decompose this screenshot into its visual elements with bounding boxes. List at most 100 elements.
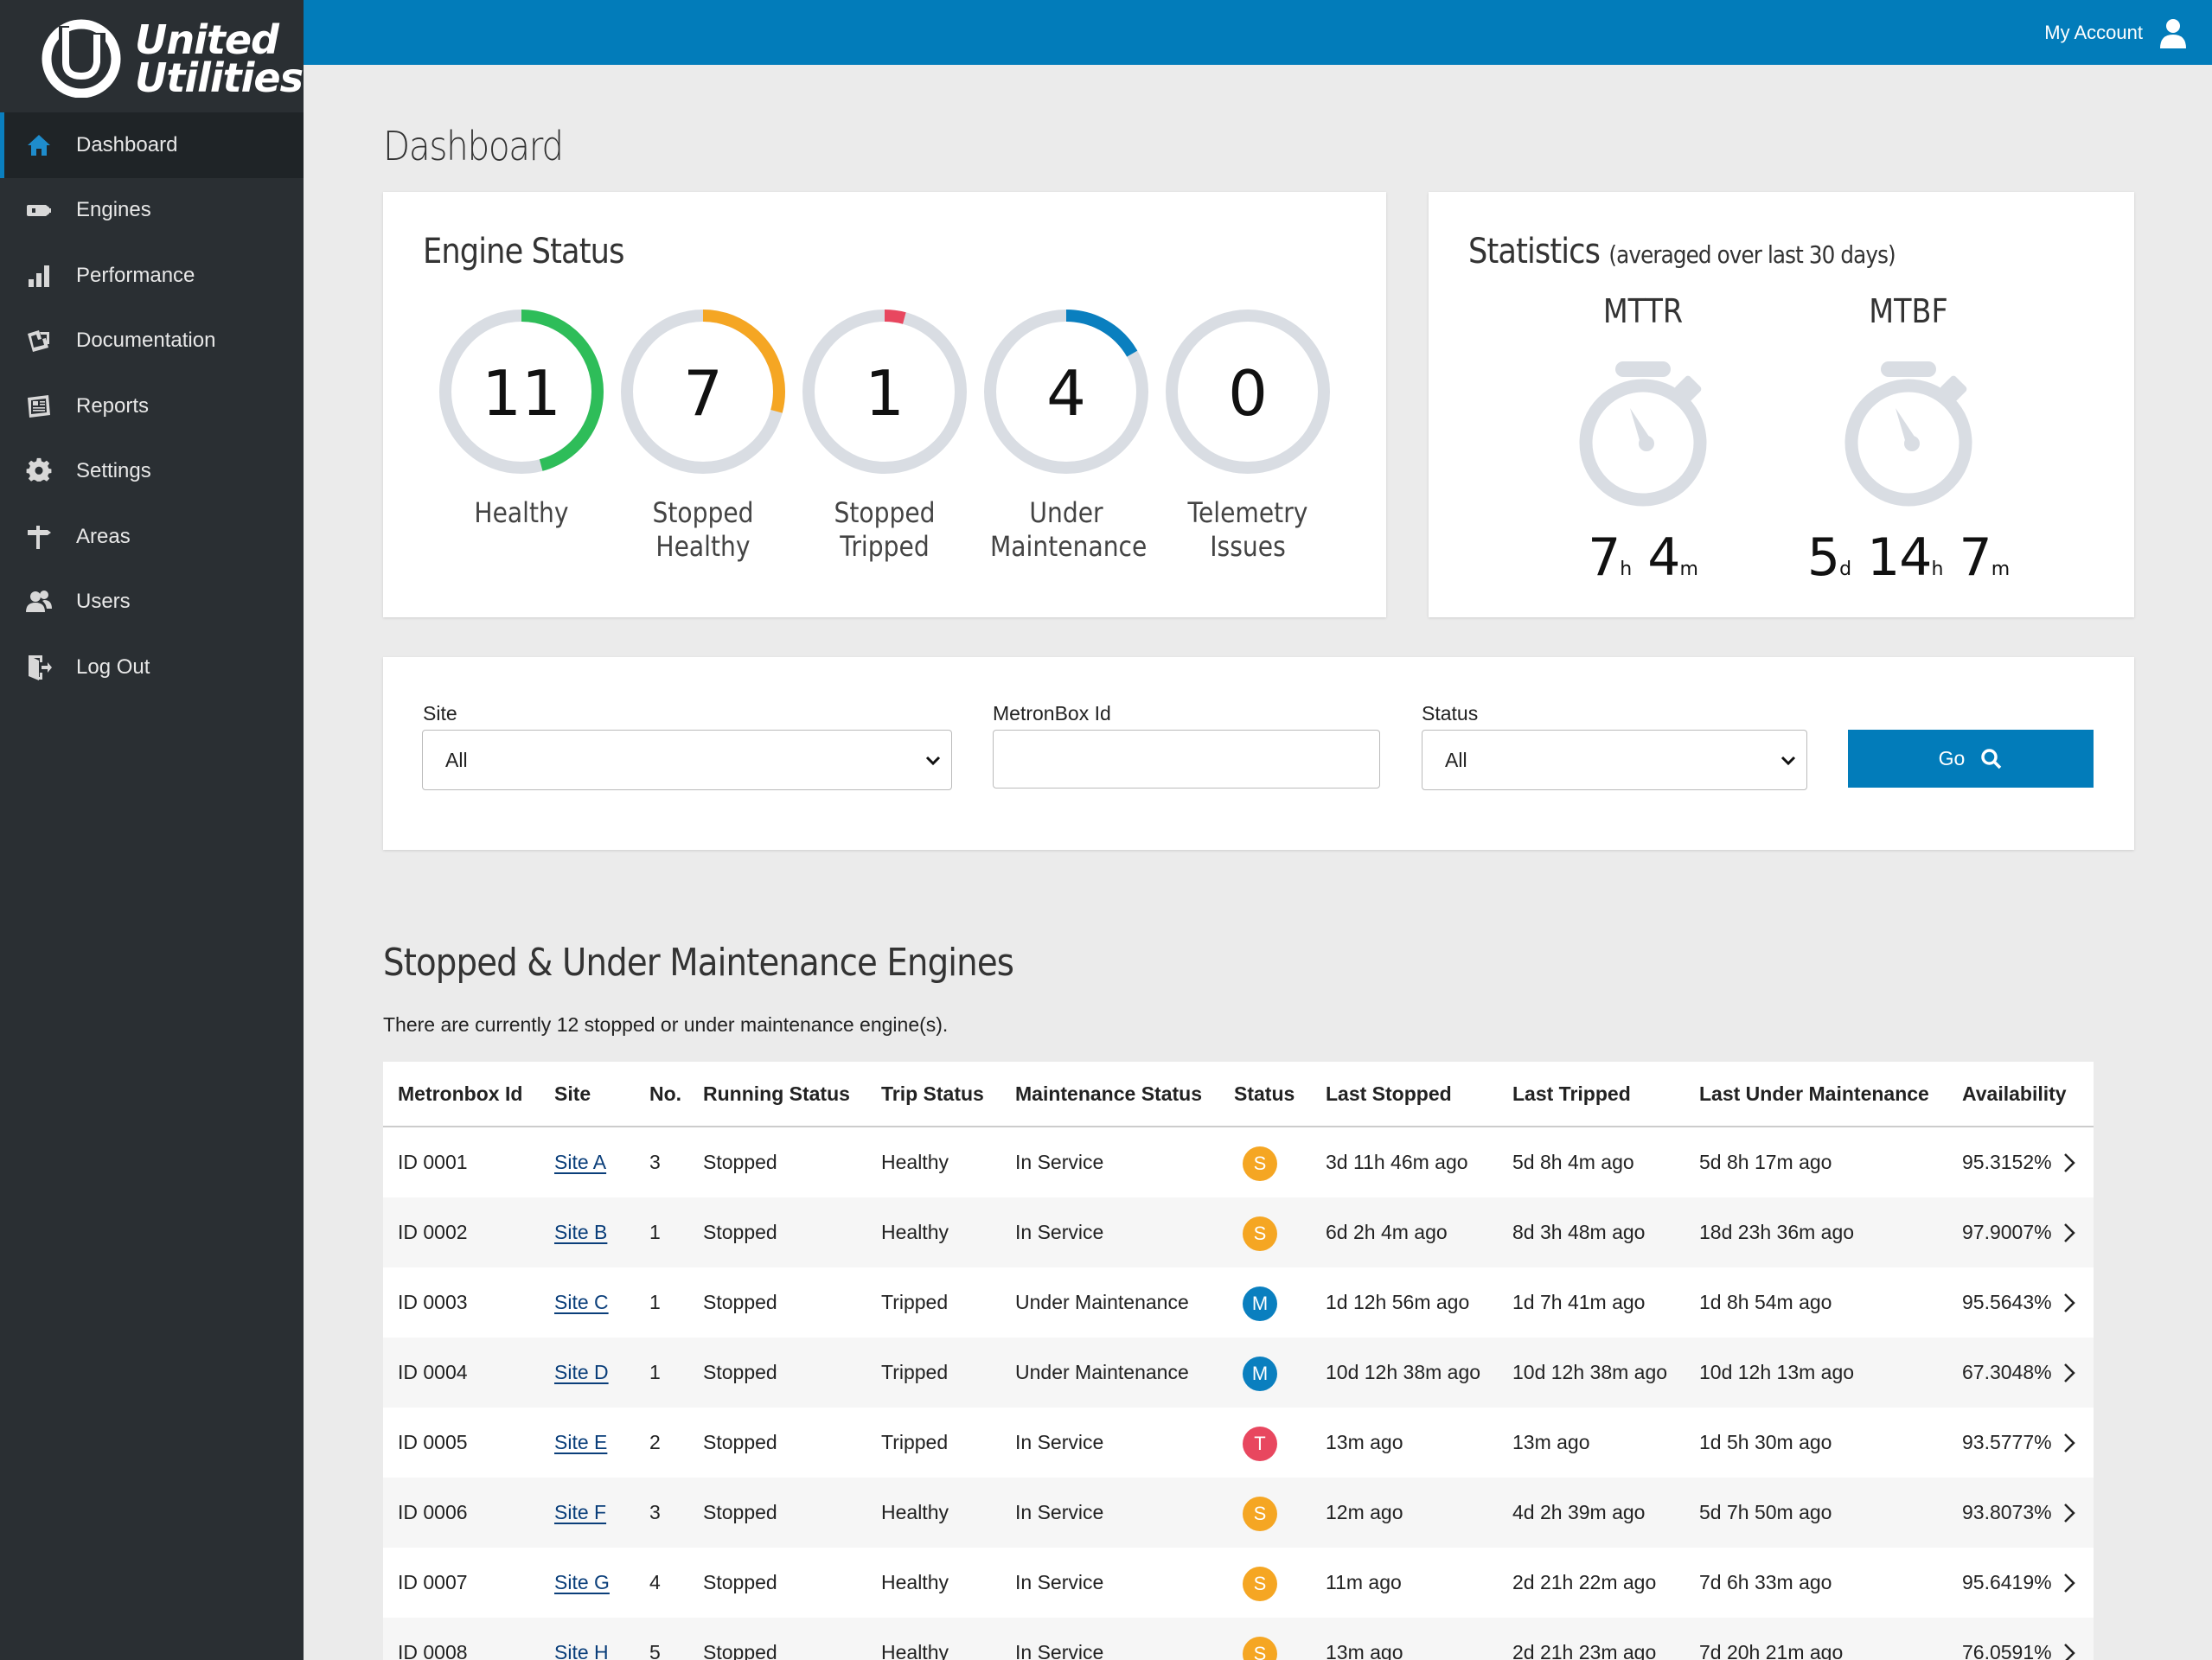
gauge-label-line1: Under: [1029, 496, 1103, 529]
column-header[interactable]: Site: [554, 1082, 591, 1105]
page-title: Dashboard: [383, 123, 564, 169]
site-link[interactable]: Site G: [554, 1571, 610, 1593]
column-header[interactable]: Last Under Maintenance: [1699, 1082, 1929, 1105]
table-row[interactable]: ID 0002 Site B 1 Stopped Healthy In Service S 6…: [383, 1197, 2094, 1267]
gauge-ring: [802, 310, 967, 474]
column-header[interactable]: Last Stopped: [1326, 1082, 1452, 1105]
sidebar-item-logout[interactable]: Log Out: [0, 635, 304, 700]
my-account-label: My Account: [2044, 21, 2143, 43]
stat-number: 14: [1867, 527, 1932, 588]
cell-availability: 97.9007%: [1962, 1221, 2052, 1243]
gauge-under-maintenance[interactable]: 4 Under Maintenance: [980, 305, 1153, 564]
metronbox-id-input[interactable]: [993, 730, 1380, 788]
cell-id: ID 0005: [398, 1431, 468, 1453]
table-row[interactable]: ID 0005 Site E 2 Stopped Tripped In Service T 1…: [383, 1408, 2094, 1478]
cell-maint: In Service: [1015, 1151, 1104, 1173]
column-header[interactable]: Availability: [1962, 1082, 2067, 1105]
sidebar-item-documentation[interactable]: Documentation: [0, 309, 304, 374]
status-filter-label: Status: [1422, 702, 1479, 725]
table-row[interactable]: ID 0008 Site H 5 Stopped Healthy In Service S 1…: [383, 1618, 2094, 1660]
gauge-telemetry-issues[interactable]: 0 Telemetry Issues: [1161, 305, 1334, 564]
cell-last-stopped: 3d 11h 46m ago: [1326, 1151, 1468, 1173]
engines-table: Metronbox Id Site No. Running Status Trip St…: [383, 1062, 2094, 1660]
column-header[interactable]: No.: [649, 1082, 682, 1105]
column-header[interactable]: Trip Status: [881, 1082, 984, 1105]
chevron-right-icon[interactable]: [2062, 1222, 2076, 1244]
cell-running: Stopped: [703, 1291, 777, 1313]
site-link[interactable]: Site F: [554, 1501, 607, 1523]
sidebar-item-dashboard[interactable]: Dashboard: [0, 112, 304, 178]
home-icon: [24, 131, 54, 160]
chevron-right-icon[interactable]: [2062, 1432, 2076, 1454]
mtbf-label: MTBF: [1869, 292, 1948, 330]
sidebar-item-engines[interactable]: Engines: [0, 178, 304, 244]
cell-no: 4: [649, 1571, 661, 1593]
gauge-healthy[interactable]: 11 Healthy: [435, 305, 608, 530]
sidebar-item-label: Engines: [76, 198, 151, 222]
status-badge: S: [1243, 1216, 1277, 1251]
status-badge: M: [1243, 1357, 1277, 1391]
stat-number: 4: [1647, 527, 1680, 588]
site-link[interactable]: Site C: [554, 1291, 609, 1313]
table-row[interactable]: ID 0006 Site F 3 Stopped Healthy In Service S 1…: [383, 1478, 2094, 1548]
site-link[interactable]: Site E: [554, 1431, 608, 1453]
my-account-button[interactable]: My Account: [2044, 0, 2188, 65]
gauge-stopped-healthy[interactable]: 7 Stopped Healthy: [617, 305, 790, 564]
site-select-value: All: [445, 748, 468, 771]
table-row[interactable]: ID 0007 Site G 4 Stopped Healthy In Service S 1…: [383, 1548, 2094, 1618]
site-link[interactable]: Site H: [554, 1641, 609, 1660]
table-row[interactable]: ID 0001 Site A 3 Stopped Healthy In Service S 3…: [383, 1127, 2094, 1197]
cell-maint: Under Maintenance: [1015, 1291, 1189, 1313]
gauge-label: Stopped Healthy: [627, 496, 779, 564]
table-header: Metronbox Id Site No. Running Status Trip St…: [383, 1062, 2094, 1127]
cell-id: ID 0006: [398, 1501, 468, 1523]
gauge-label-line2: Issues: [1210, 530, 1286, 563]
sidebar-nav: Dashboard Engines Performance Documentat…: [0, 112, 304, 700]
united-utilities-logo[interactable]: United Utilities: [38, 16, 304, 99]
gauge-stopped-tripped[interactable]: 1 Stopped Tripped: [798, 305, 971, 564]
cell-last-tripped: 2d 21h 23m ago: [1512, 1641, 1657, 1660]
site-link[interactable]: Site D: [554, 1361, 609, 1383]
cell-availability: 95.6419%: [1962, 1571, 2052, 1593]
column-header[interactable]: Status: [1234, 1082, 1295, 1105]
top-bar: My Account: [304, 0, 2212, 65]
chevron-right-icon[interactable]: [2062, 1642, 2076, 1660]
chevron-right-icon[interactable]: [2062, 1152, 2076, 1174]
column-header[interactable]: Last Tripped: [1512, 1082, 1631, 1105]
status-select[interactable]: All: [1422, 730, 1807, 790]
sidebar-item-reports[interactable]: Reports: [0, 374, 304, 439]
cell-last-stopped: 6d 2h 4m ago: [1326, 1221, 1448, 1243]
cell-id: ID 0003: [398, 1291, 468, 1313]
sidebar-item-label: Users: [76, 590, 131, 614]
chevron-right-icon[interactable]: [2062, 1362, 2076, 1384]
site-link[interactable]: Site A: [554, 1151, 607, 1173]
chevron-right-icon[interactable]: [2062, 1292, 2076, 1314]
sidebar-item-performance[interactable]: Performance: [0, 243, 304, 309]
site-select[interactable]: All: [422, 730, 952, 790]
engine-icon: [24, 195, 54, 225]
chevron-right-icon[interactable]: [2062, 1502, 2076, 1524]
status-badge: T: [1243, 1427, 1277, 1461]
column-header[interactable]: Running Status: [703, 1082, 850, 1105]
gauge-value: 1: [865, 357, 905, 430]
sidebar-item-users[interactable]: Users: [0, 570, 304, 635]
site-link[interactable]: Site B: [554, 1221, 608, 1243]
cell-last-stopped: 1d 12h 56m ago: [1326, 1291, 1470, 1313]
table-row[interactable]: ID 0004 Site D 1 Stopped Tripped Under Mainte…: [383, 1338, 2094, 1408]
table-row[interactable]: ID 0003 Site C 1 Stopped Tripped Under Mainte…: [383, 1267, 2094, 1338]
sidebar-item-settings[interactable]: Settings: [0, 439, 304, 505]
column-header[interactable]: Maintenance Status: [1015, 1082, 1202, 1105]
chevron-right-icon[interactable]: [2062, 1572, 2076, 1594]
stat-number: 7: [1959, 527, 1992, 588]
go-search-button[interactable]: Go: [1848, 730, 2094, 788]
cell-running: Stopped: [703, 1361, 777, 1383]
sidebar-item-areas[interactable]: Areas: [0, 504, 304, 570]
status-badge: M: [1243, 1286, 1277, 1321]
engines-section-title: Stopped & Under Maintenance Engines: [383, 941, 1014, 985]
cell-last-maint: 1d 5h 30m ago: [1699, 1431, 1832, 1453]
statistics-card: Statistics (averaged over last 30 days): [1429, 192, 2134, 617]
column-header[interactable]: Metronbox Id: [398, 1082, 523, 1105]
cell-last-tripped: 13m ago: [1512, 1431, 1590, 1453]
gauge-value: 7: [683, 357, 723, 430]
stat-unit: h: [1931, 559, 1944, 580]
